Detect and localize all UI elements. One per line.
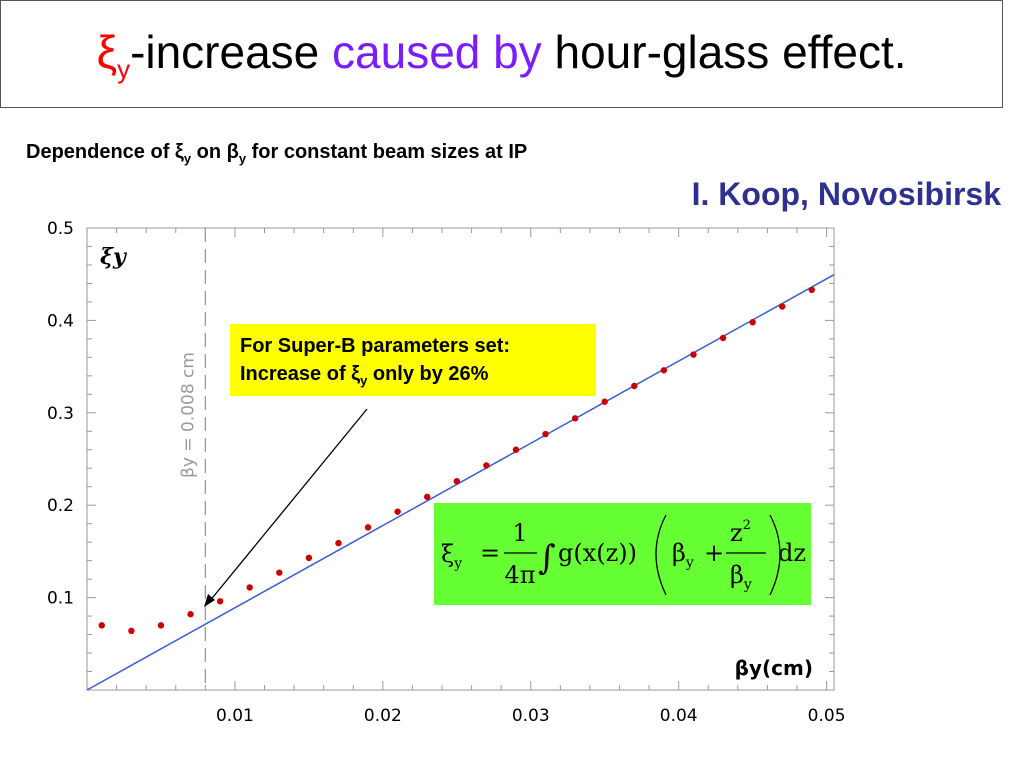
data-point <box>660 367 668 374</box>
x-tick-label: 0.03 <box>512 706 550 726</box>
data-point <box>779 303 786 310</box>
annotation-arrow <box>208 408 368 603</box>
formula-numerator: 1 <box>512 519 527 547</box>
y-tick-label: 0.3 <box>47 404 74 424</box>
title-box <box>0 0 1003 108</box>
data-point <box>276 569 283 576</box>
annotation-arrowhead <box>204 594 215 607</box>
formula-beta: βy <box>672 539 694 571</box>
data-point <box>749 319 756 326</box>
title-part1: -increase <box>130 26 333 78</box>
formula-z2: z2 <box>730 518 751 547</box>
data-point <box>542 430 549 438</box>
data-point <box>601 398 608 405</box>
formula-integral: ∫ <box>538 538 556 578</box>
author-credit: I. Koop, Novosibirsk <box>691 176 1001 212</box>
note-line-2: Increase of ξy only by 26% <box>240 363 489 388</box>
y-tick-label: 0.5 <box>47 219 74 239</box>
data-point <box>187 611 194 618</box>
data-point <box>571 415 579 422</box>
data-point <box>483 462 490 469</box>
note-line-1: For Super-B parameters set: <box>240 335 511 357</box>
vline-label: βy = 0.008 cm <box>178 352 198 478</box>
x-axis-label: βy(cm) <box>735 656 813 680</box>
formula-equals: = <box>480 539 500 567</box>
linear-reference-line <box>86 274 835 691</box>
data-point <box>216 598 224 605</box>
data-point <box>631 382 638 390</box>
formula-plus: + <box>704 539 724 567</box>
y-tick-label: 0.2 <box>47 496 74 516</box>
slide-subtitle: Dependence of ξy on βy for constant beam… <box>26 141 528 166</box>
data-point <box>424 493 431 501</box>
formula-dz: dz <box>778 539 806 567</box>
title-highlight: caused by <box>332 26 542 78</box>
data-point <box>394 508 401 515</box>
data-point <box>157 622 165 629</box>
formula-den-beta: βy <box>730 561 752 593</box>
data-point <box>719 334 727 342</box>
formula-gx: g(x(z)) <box>558 539 637 567</box>
y-axis-label: ξy <box>100 244 128 270</box>
scatter-chart: 0.01 0.02 0.03 0.04 0.05 0.1 0.2 0.3 0.4 0.5 βy =… <box>47 219 846 726</box>
data-point <box>246 584 253 591</box>
formula-lhs: ξy <box>441 540 462 572</box>
title-part2: hour-glass effect. <box>541 26 907 78</box>
formula-left-paren <box>655 514 667 596</box>
data-point <box>305 554 313 562</box>
x-tick-label: 0.01 <box>216 706 254 726</box>
title-xi: ξy <box>96 26 131 85</box>
y-tick-label: 0.4 <box>47 311 74 331</box>
plot-frame <box>86 227 835 691</box>
data-point <box>512 446 520 453</box>
formula-box: ξy = 1 4π ∫ g(x(z)) βy + z2 βy dz <box>434 503 811 605</box>
data-point <box>364 524 372 531</box>
x-tick-label: 0.02 <box>364 706 402 726</box>
super-b-note: For Super-B parameters set: Increase of … <box>230 324 596 396</box>
data-point <box>808 286 816 294</box>
slide-title: ξy-increase caused by hour-glass effect. <box>0 22 1003 99</box>
formula-right-paren <box>769 514 781 596</box>
data-point <box>335 539 342 547</box>
x-tick-label: 0.05 <box>808 706 846 726</box>
data-point <box>690 351 697 358</box>
data-point <box>453 477 461 485</box>
data-point <box>128 627 135 635</box>
x-tick-label: 0.04 <box>660 706 698 726</box>
y-tick-label: 0.1 <box>47 589 74 609</box>
formula-denominator: 4π <box>504 561 535 589</box>
data-point <box>98 622 105 629</box>
